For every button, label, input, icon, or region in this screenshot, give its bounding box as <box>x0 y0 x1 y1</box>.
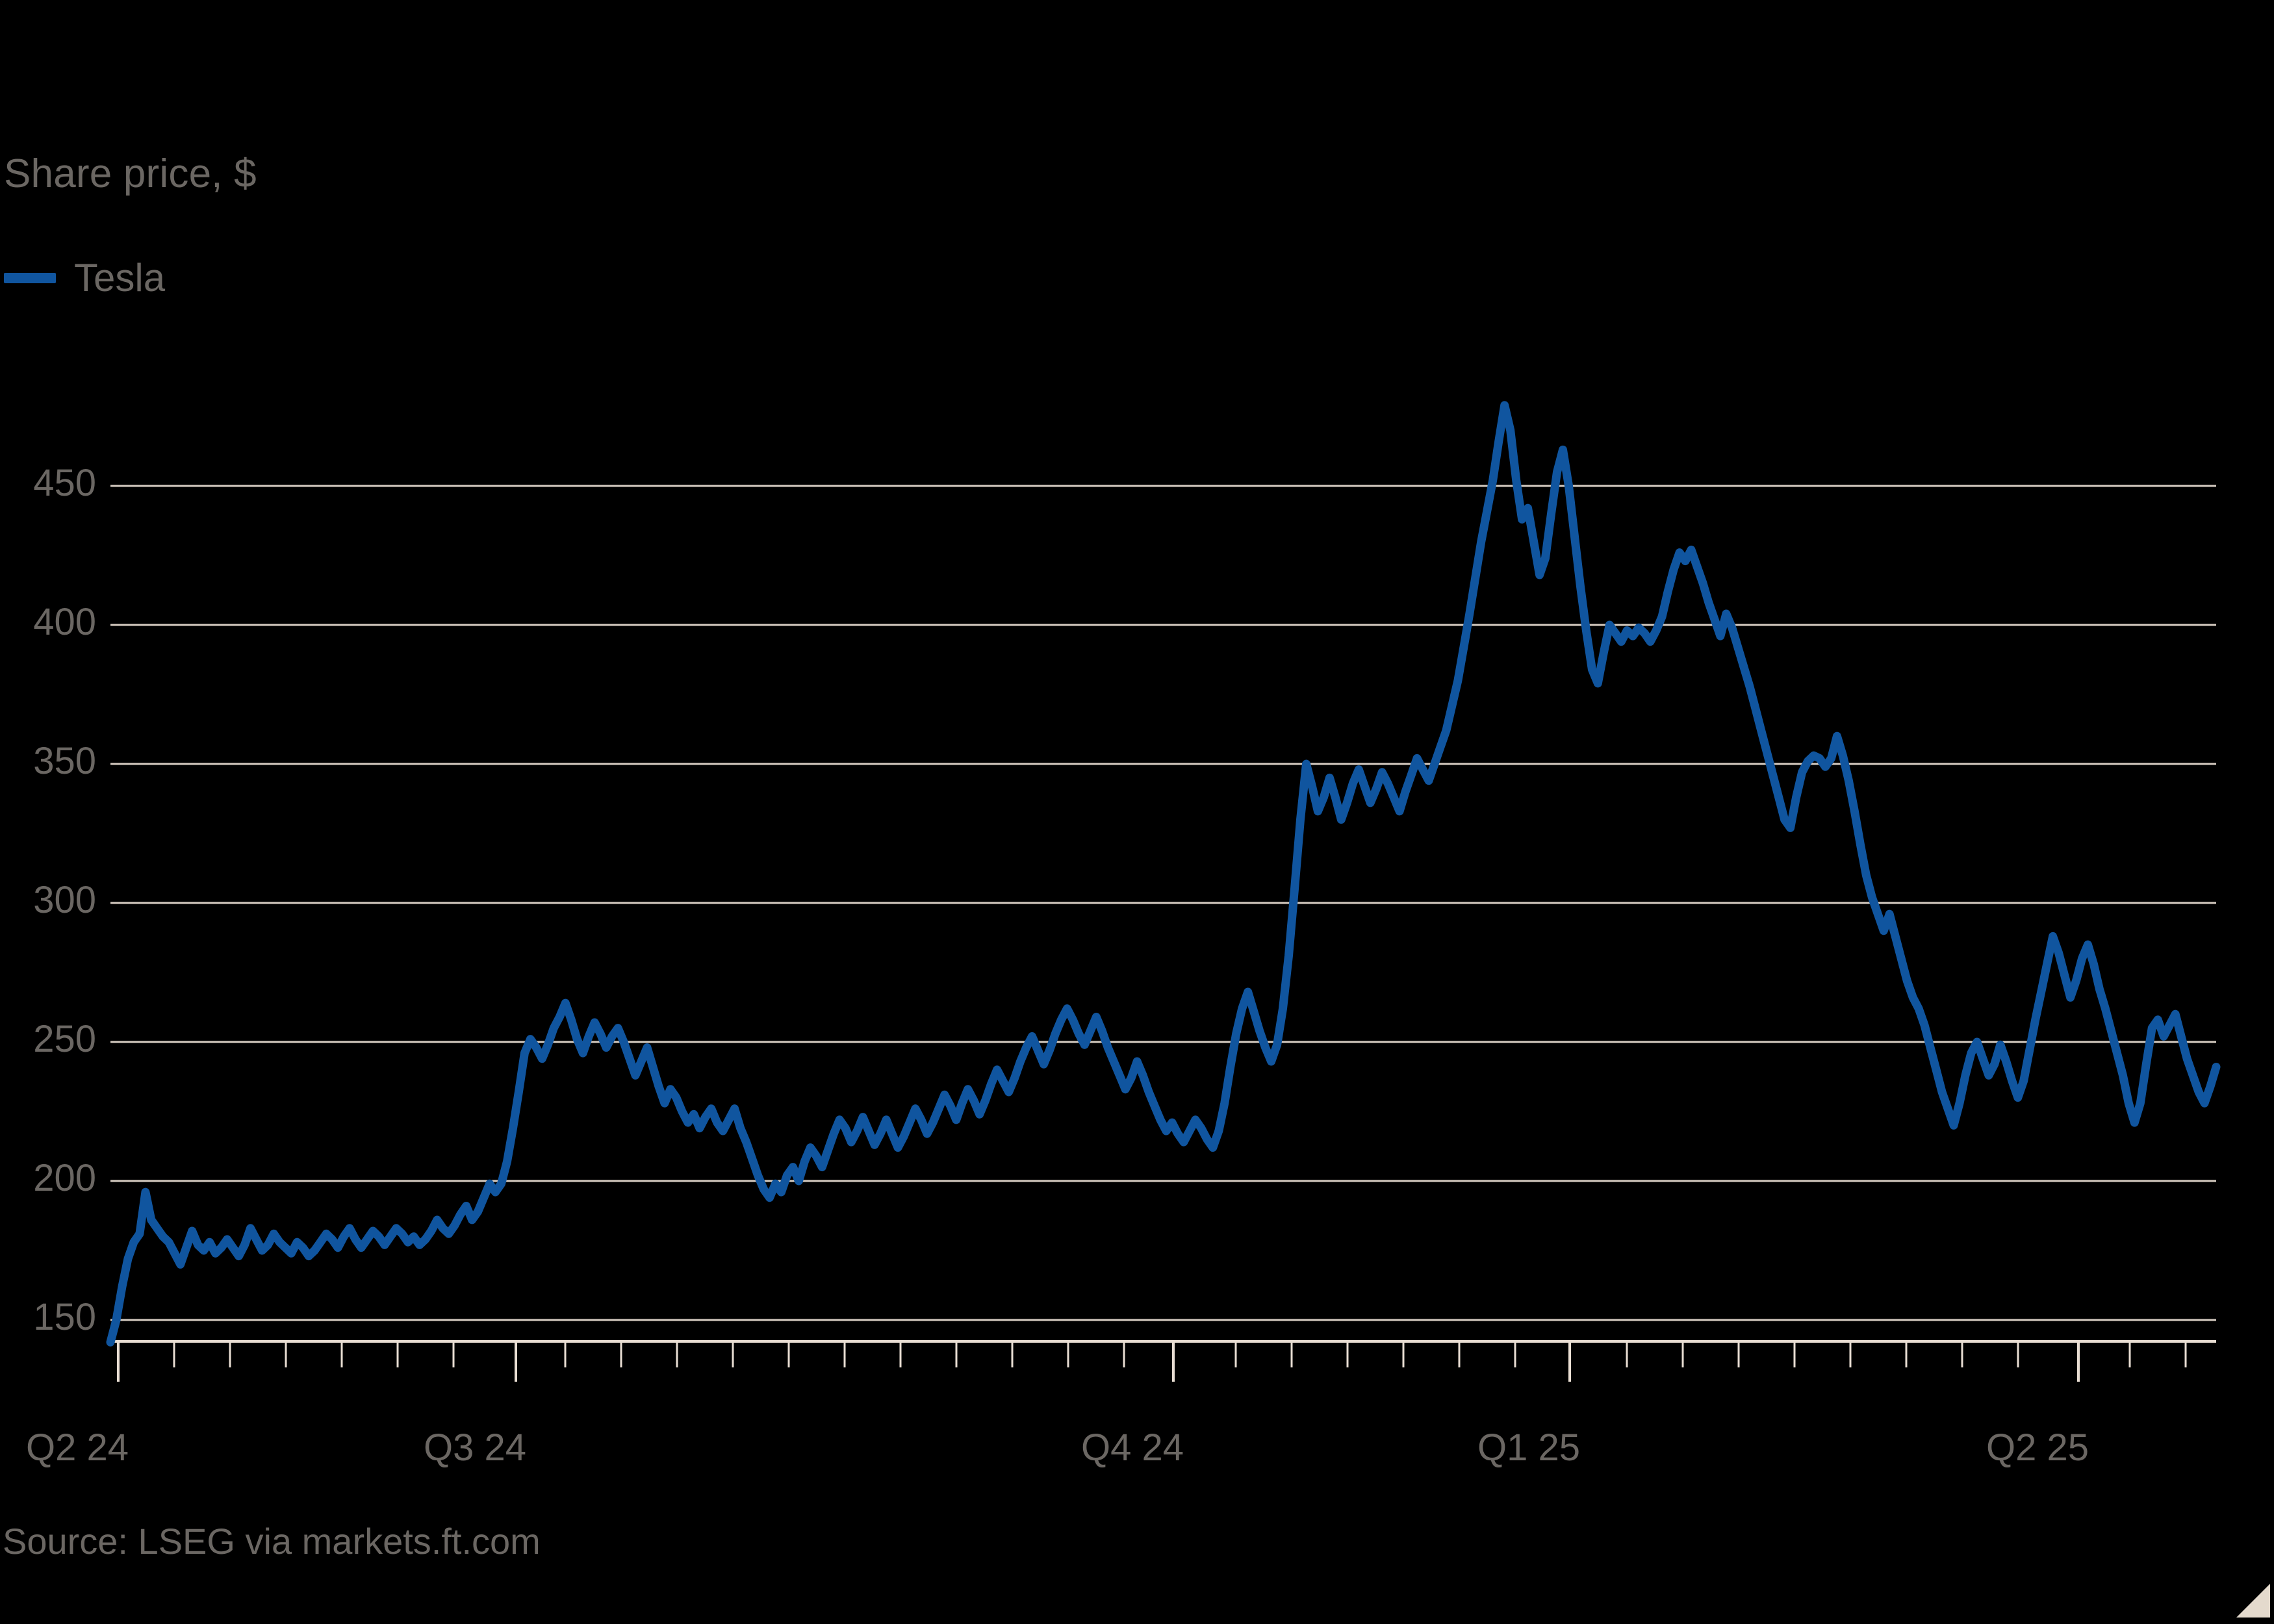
x-axis-ticks <box>117 1341 2187 1382</box>
chart-legend: Tesla <box>4 259 165 298</box>
series-line-tesla <box>106 401 2221 1347</box>
x-axis-tick-label: Q1 25 <box>1477 1427 1580 1469</box>
y-axis-tick-label: 450 <box>33 462 96 504</box>
x-axis-tick-label: Q2 25 <box>1986 1427 2089 1469</box>
y-axis-tick-label: 350 <box>33 740 96 782</box>
source-attribution: Source: LSEG via markets.ft.com <box>3 1521 541 1562</box>
page-title: Share price, $ <box>4 151 257 196</box>
x-axis-tick-label: Q3 24 <box>424 1427 526 1469</box>
gridlines <box>110 485 2216 1321</box>
y-axis-tick-label: 200 <box>33 1157 96 1199</box>
y-axis-tick-label: 150 <box>33 1296 96 1338</box>
legend-swatch-icon <box>4 273 56 283</box>
x-axis-tick-label: Q2 24 <box>26 1427 129 1469</box>
y-axis-tick-label: 300 <box>33 879 96 921</box>
y-axis-tick-label: 400 <box>33 601 96 643</box>
ft-corner-marker-icon <box>2236 1584 2270 1618</box>
x-axis-tick-label: Q4 24 <box>1081 1427 1184 1469</box>
legend-item-label: Tesla <box>74 256 166 299</box>
y-axis-tick-label: 250 <box>33 1018 96 1060</box>
legend-item-tesla: Tesla <box>4 259 165 298</box>
